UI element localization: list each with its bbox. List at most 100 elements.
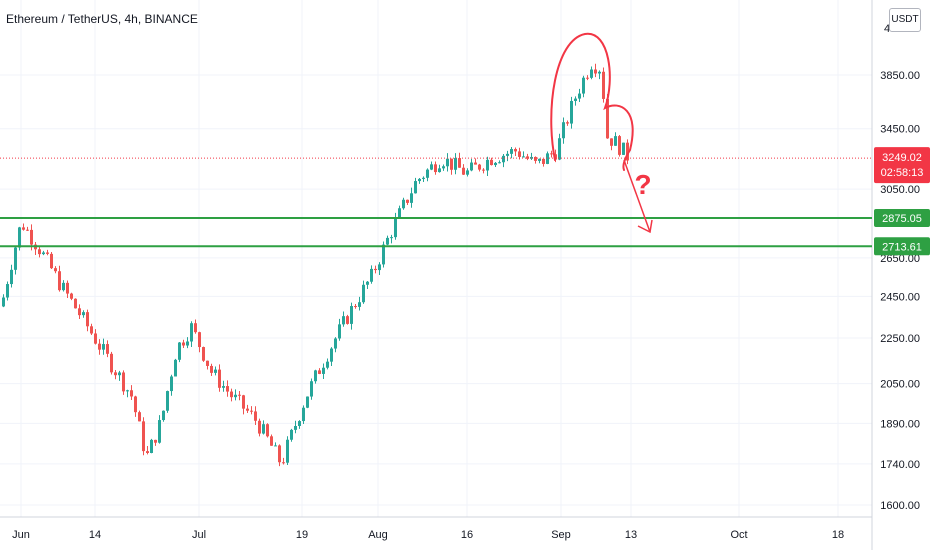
candle-body (446, 158, 449, 167)
candle-body (10, 269, 13, 285)
candle-body (338, 324, 341, 339)
candle (54, 266, 57, 274)
candle (2, 294, 5, 308)
candle-body (426, 169, 429, 178)
candle-body (618, 136, 621, 155)
candle-body (486, 159, 489, 171)
candle-body (326, 361, 329, 368)
candle (102, 338, 105, 355)
candle-body (398, 208, 401, 219)
candle-body (466, 170, 469, 175)
candle-body (298, 421, 301, 426)
candle (518, 147, 521, 160)
candle (402, 197, 405, 210)
candle (6, 281, 9, 301)
candle (10, 264, 13, 288)
candle (550, 150, 553, 158)
candle (322, 363, 325, 379)
candle-body (598, 71, 601, 74)
candle-body (230, 391, 233, 398)
candle (398, 205, 401, 219)
price-tick-label: 1740.00 (880, 459, 920, 471)
candle-body (602, 71, 605, 99)
candle (418, 177, 421, 184)
candle-body (354, 306, 357, 308)
candle-body (190, 323, 193, 342)
candle-body (578, 93, 581, 99)
candle-body (210, 365, 213, 373)
candle-body (430, 164, 433, 170)
candle (462, 164, 465, 176)
chart-title: Ethereum / TetherUS, 4h, BINANCE (6, 12, 198, 26)
candle (494, 162, 497, 167)
candle (142, 417, 145, 456)
candle (498, 160, 501, 164)
candle (46, 249, 49, 256)
candle-body (18, 227, 21, 248)
candle (466, 168, 469, 177)
candle (214, 366, 217, 376)
candle-body (546, 153, 549, 164)
candle (174, 358, 177, 377)
candle-body (518, 151, 521, 157)
candle-body (590, 69, 593, 78)
candle (126, 389, 129, 398)
candle-body (378, 264, 381, 271)
candle (394, 212, 397, 240)
candle-body (134, 396, 137, 413)
candle (218, 364, 221, 392)
candle (254, 406, 257, 426)
price-tick-label: 3850.00 (880, 70, 920, 82)
candle (446, 153, 449, 172)
candle (618, 135, 621, 157)
candle-body (2, 297, 5, 307)
candle (262, 420, 265, 435)
candle-body (286, 439, 289, 463)
candle-body (506, 153, 509, 156)
candle-body (258, 420, 261, 434)
candle (622, 142, 625, 156)
candle (282, 457, 285, 465)
candle-body (90, 326, 93, 334)
candle (470, 159, 473, 172)
candle (14, 245, 17, 275)
candle (522, 151, 525, 158)
candle-body (114, 372, 117, 376)
price-tick-label: 2450.00 (880, 291, 920, 303)
candle (362, 280, 365, 304)
candle (194, 319, 197, 334)
candle (346, 314, 349, 325)
candle-body (542, 158, 545, 164)
candle (270, 434, 273, 446)
candle-body (98, 343, 101, 350)
candle (26, 226, 29, 231)
candle (130, 385, 133, 400)
candle (410, 187, 413, 208)
last-price-badge (874, 147, 930, 184)
time-tick-label: Jul (192, 529, 206, 541)
candle (450, 158, 453, 175)
candle-body (74, 298, 77, 309)
candle (334, 337, 337, 353)
candle (350, 302, 353, 330)
candle (158, 415, 161, 444)
candle (526, 153, 529, 161)
candle-body (322, 367, 325, 374)
candle (86, 309, 89, 332)
candle (326, 358, 329, 370)
candle-body (130, 390, 133, 397)
unit-button[interactable]: USDT (889, 8, 921, 32)
candle-body (106, 344, 109, 354)
candle-body (198, 332, 201, 348)
candle-body (402, 199, 405, 209)
candle-body (214, 369, 217, 373)
candle-body (554, 154, 557, 160)
candle (582, 75, 585, 98)
candle-body (382, 244, 385, 265)
candle (614, 132, 617, 146)
candle-body (334, 338, 337, 349)
candle (458, 152, 461, 168)
candle (510, 146, 513, 159)
candle (226, 380, 229, 397)
